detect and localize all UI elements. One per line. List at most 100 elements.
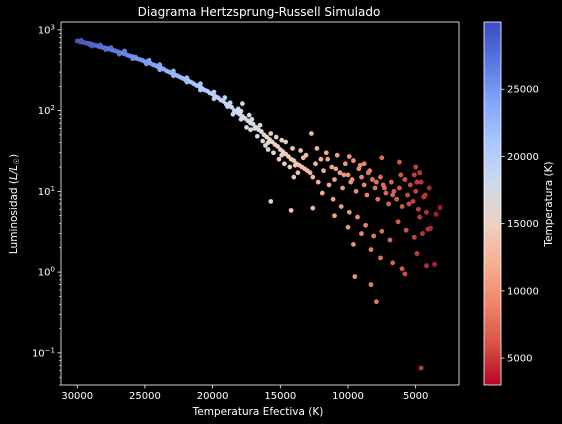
scatter-point [146, 57, 152, 63]
y-tick-base: 10 [38, 187, 51, 198]
x-tick-label: 10000 [332, 391, 364, 402]
scatter-point [378, 174, 383, 180]
scatter-point [230, 111, 236, 117]
scatter-point [265, 147, 271, 152]
scatter-point [349, 177, 355, 182]
y-tick-base: 10 [32, 348, 45, 359]
scatter-point [170, 68, 176, 74]
scatter-point [399, 266, 405, 272]
scatter-point [157, 62, 163, 68]
scatter-point [108, 45, 114, 51]
plot-area: 30000 25000 20000 15000 10000 5000 10−1100101… [32, 21, 460, 402]
scatter-point [396, 185, 402, 191]
scatter-point [388, 179, 394, 185]
scatter-point [329, 164, 335, 170]
scatter-point [78, 37, 84, 43]
scatter-point [332, 177, 337, 182]
y-tick-label: 100 [38, 266, 55, 279]
scatter-point [332, 213, 337, 219]
scatter-point [383, 190, 389, 196]
x-tick-label: 5000 [403, 391, 428, 402]
y-axis-label-close: ) [8, 154, 20, 158]
scatter-point [359, 231, 364, 237]
colorbar-ticks: 5000 10000 15000 20000 25000 [501, 85, 539, 365]
colorbar-tick-label: 10000 [507, 286, 539, 297]
scatter-point [418, 365, 424, 371]
scatter-point [197, 81, 203, 87]
scatter-point [330, 196, 336, 202]
scatter-point [310, 205, 316, 211]
y-tick-exponent: 1 [51, 185, 55, 193]
scatter-point [369, 177, 375, 182]
scatter-point [410, 198, 416, 204]
scatter-point [239, 101, 245, 107]
scatter-point [252, 126, 258, 131]
scatter-point [325, 156, 331, 162]
scatter-point [345, 224, 351, 230]
scatter-point [355, 214, 360, 220]
scatter-point [222, 95, 228, 101]
scatter-point [419, 231, 425, 237]
scatter-point [89, 43, 95, 49]
y-tick-exponent: 0 [51, 266, 55, 274]
scatter-point [433, 211, 439, 217]
scatter-point [396, 159, 402, 165]
scatter-point [418, 179, 424, 185]
scatter-point [260, 138, 266, 144]
y-tick-base: 10 [38, 25, 51, 36]
scatter-point [406, 201, 412, 207]
scatter-point [361, 182, 367, 188]
scatter-point [271, 150, 276, 156]
x-axis-label: Temperatura Efectiva (K) [192, 406, 324, 418]
scatter-point [402, 271, 408, 277]
scatter-point [292, 162, 298, 168]
scatter-point [373, 179, 379, 185]
scatter-point [386, 201, 392, 207]
y-tick-label: 102 [38, 104, 55, 117]
scatter-point [342, 161, 348, 167]
scatter-point [287, 164, 293, 170]
scatter-point [227, 100, 233, 106]
scatter-point [254, 133, 260, 139]
scatter-point [334, 152, 340, 158]
scatter-point [361, 161, 367, 167]
scatter-point [281, 161, 287, 167]
scatter-point [341, 172, 347, 178]
scatter-point [359, 174, 364, 180]
scatter-point [276, 156, 282, 162]
scatter-point [387, 237, 393, 243]
scatter-point [313, 161, 318, 167]
scatter-point [303, 152, 309, 158]
scatter-point [417, 170, 423, 176]
scatter-point [279, 137, 285, 143]
scatter-point [357, 162, 363, 168]
scatter-point [365, 170, 371, 176]
scatter-point [422, 192, 428, 198]
y-tick-exponent: 2 [51, 104, 55, 112]
x-tick-label: 20000 [197, 391, 229, 402]
scatter-point [379, 228, 385, 234]
scatter-point [295, 170, 301, 176]
colorbar: 5000 10000 15000 20000 25000 Temperatura (K) [483, 21, 555, 386]
scatter-point [403, 227, 409, 233]
scatter-point [290, 145, 295, 151]
y-axis-label-math: L/L [8, 165, 20, 180]
scatter-point [291, 158, 297, 164]
scatter-point [364, 192, 370, 198]
scatter-point [382, 185, 387, 191]
scatter-point [170, 73, 176, 79]
scatter-point [424, 263, 429, 269]
colorbar-tick-label: 20000 [507, 152, 539, 163]
y-axis-label-text: Luminosidad ( [8, 180, 20, 254]
colorbar-gradient [483, 21, 502, 386]
scatter-point [268, 198, 274, 204]
scatter-point [97, 42, 103, 48]
x-axis-ticks: 30000 25000 20000 15000 10000 5000 [61, 385, 428, 402]
scatter-point [157, 67, 163, 73]
y-tick-base: 10 [38, 106, 51, 117]
scatter-point [211, 89, 217, 95]
scatter-point [246, 112, 252, 118]
scatter-point [405, 192, 411, 198]
